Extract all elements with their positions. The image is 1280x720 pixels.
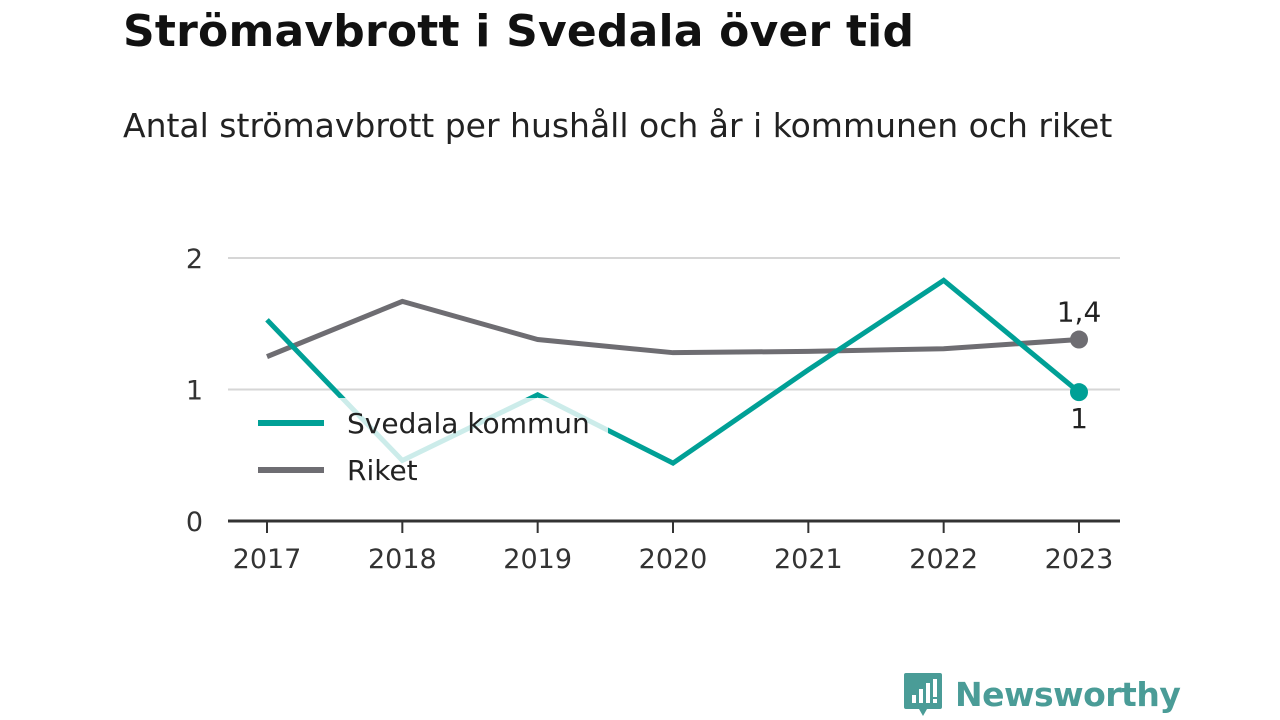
- x-tick-label: 2020: [639, 544, 708, 575]
- x-tick-label: 2023: [1045, 544, 1114, 575]
- end-point-marker: [1070, 383, 1088, 402]
- gridlines: [228, 257, 1120, 391]
- y-axis-labels: 0 1 2: [186, 244, 203, 538]
- x-tick-label: 2018: [368, 544, 437, 575]
- legend-label: Svedala kommun: [347, 407, 590, 440]
- newsworthy-logo: Newsworthy: [903, 670, 1181, 718]
- bar-chart-bubble-icon: [904, 673, 942, 716]
- x-tick-label: 2019: [503, 544, 572, 575]
- brand-name: Newsworthy: [955, 674, 1181, 714]
- x-tick-label: 2017: [233, 544, 302, 575]
- x-tick-label: 2021: [774, 544, 843, 575]
- y-tick-label: 2: [186, 244, 203, 275]
- legend-background: [248, 398, 608, 493]
- legend: Svedala kommun Riket: [248, 398, 608, 493]
- end-value-label: 1: [1070, 402, 1088, 435]
- end-labels: 11,4: [1057, 296, 1102, 436]
- end-value-label: 1,4: [1057, 296, 1102, 329]
- y-tick-label: 1: [186, 376, 203, 407]
- chart-title: Strömavbrott i Svedala över tid: [123, 6, 915, 57]
- chart-subtitle: Antal strömavbrott per hushåll och år i …: [123, 106, 1113, 145]
- series-line-1: [266, 298, 1080, 359]
- x-tick-label: 2022: [909, 544, 978, 575]
- end-point-marker: [1070, 330, 1088, 349]
- x-axis-labels: 2017 2018 2019 2020 2021 2022 2023: [233, 544, 1114, 575]
- y-tick-label: 0: [186, 507, 203, 538]
- x-axis: [228, 519, 1120, 533]
- legend-label: Riket: [347, 454, 418, 487]
